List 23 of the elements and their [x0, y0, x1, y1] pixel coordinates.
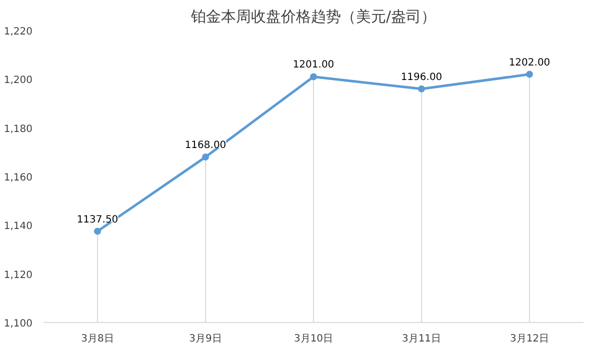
- x-tick-label: 3月8日: [81, 334, 114, 344]
- point: [310, 73, 317, 80]
- data-label: 1137.50: [76, 214, 118, 226]
- point: [418, 85, 425, 92]
- x-tick-label: 3月12日: [510, 334, 550, 344]
- y-tick-label: 1,160: [4, 172, 33, 184]
- point: [526, 70, 533, 78]
- y-tick-label: 1,180: [4, 124, 33, 135]
- data-label: 1202.00: [508, 57, 550, 68]
- y-tick-label: 1,100: [4, 318, 33, 330]
- x-tick-label: 3月11日: [402, 334, 442, 344]
- point: [202, 154, 209, 161]
- data-label: 1168.00: [184, 140, 226, 152]
- x-tick-label: 3月10日: [294, 334, 334, 344]
- y-tick-label: 1,220: [4, 26, 33, 38]
- data-label: 1201.00: [292, 60, 334, 71]
- x-tick-label: 3月9日: [189, 334, 222, 344]
- data-label: 1196.00: [400, 72, 442, 83]
- chart-title: 铂金本周收盘价格趋势（美元/盎司）: [190, 8, 436, 26]
- point: [94, 228, 101, 235]
- y-tick-label: 1,120: [4, 270, 33, 281]
- y-tick-label: 1,140: [4, 221, 33, 232]
- y-tick-label: 1,200: [4, 75, 33, 86]
